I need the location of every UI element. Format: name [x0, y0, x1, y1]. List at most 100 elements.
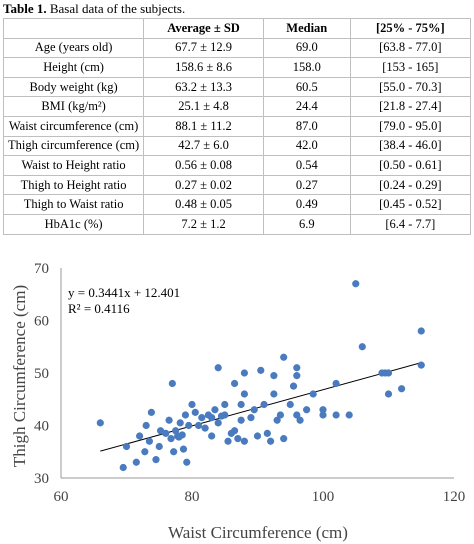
row-average-cell: 0.27 ± 0.02 [143, 174, 264, 196]
table-caption-text: Basal data of the subjects. [46, 1, 186, 16]
data-point [417, 361, 425, 369]
table-row: Height (cm) 158.6 ± 8.6 158.0 [153 - 165] [2, 57, 472, 78]
data-point [230, 379, 239, 388]
row-iqr-cell: [0.50 - 0.61] [349, 155, 472, 176]
row-average-cell: 0.48 ± 0.05 [143, 194, 264, 215]
row-label-cell: Thigh to Waist ratio [2, 194, 145, 215]
data-point [224, 437, 232, 445]
table-header-row: Average ± SD Median [25% - 75%] [2, 18, 472, 39]
row-iqr-cell: [0.45 - 0.52] [349, 194, 472, 215]
data-point [147, 408, 155, 416]
data-point [253, 432, 262, 440]
data-point [280, 353, 288, 361]
data-point [208, 414, 216, 422]
row-iqr-cell: [153 - 165] [349, 57, 472, 78]
row-average-cell: 42.7 ± 6.0 [143, 135, 264, 157]
table-row: Age (years old) 67.7 ± 12.9 69.0 [63.8 - 77… [2, 37, 472, 59]
data-point [247, 414, 255, 422]
data-point [293, 372, 301, 380]
data-point [257, 366, 265, 374]
trendline [100, 362, 422, 452]
data-point [183, 458, 191, 466]
row-iqr-cell: [79.0 - 95.0] [349, 115, 472, 137]
data-point [214, 419, 222, 427]
data-point [178, 431, 186, 439]
data-point [188, 400, 196, 409]
row-iqr-cell: [6.4 - 7.7] [349, 213, 472, 235]
data-point [352, 280, 360, 288]
data-point [270, 372, 278, 380]
row-median-cell: 24.4 [262, 96, 351, 117]
data-point [250, 406, 258, 414]
row-label-cell: Thigh to Height ratio [2, 174, 145, 196]
row-iqr-cell: [21.8 - 27.4] [349, 96, 472, 117]
data-point [358, 343, 366, 351]
table-caption: Table 1. Basal data of the subjects. [3, 0, 185, 17]
table-caption-label: Table 1. [3, 1, 47, 16]
data-point [384, 369, 393, 377]
row-median-cell: 60.5 [262, 76, 351, 98]
data-point [293, 411, 301, 419]
data-point [289, 382, 298, 390]
data-point [168, 379, 176, 388]
y-tick-label: 30 [34, 471, 49, 487]
data-point [332, 411, 340, 419]
data-point [234, 435, 242, 443]
data-point [237, 400, 245, 409]
row-average-cell: 25.1 ± 4.8 [143, 96, 264, 117]
data-point [332, 379, 340, 388]
row-label-cell: Waist circumference (cm) [2, 115, 145, 137]
row-average-cell: 88.1 ± 11.2 [143, 115, 264, 137]
row-iqr-cell: [63.8 - 77.0] [349, 37, 472, 59]
row-average-cell: 158.6 ± 8.6 [143, 57, 264, 78]
data-point [119, 463, 127, 472]
table-row: BMI (kg/m²) 25.1 ± 4.8 24.4 [21.8 - 27.4] [2, 96, 472, 117]
scatter-points [96, 280, 425, 472]
x-tick-label: 100 [312, 489, 335, 505]
row-average-cell: 63.2 ± 13.3 [143, 76, 264, 98]
data-point [276, 411, 285, 419]
data-point [240, 390, 248, 398]
row-label-cell: Age (years old) [2, 37, 145, 59]
row-median-cell: 0.27 [262, 174, 351, 196]
data-point [132, 458, 140, 466]
data-point [211, 406, 219, 414]
data-point [170, 448, 178, 456]
table-row: Body weight (kg) 63.2 ± 13.3 60.5 [55.0 - 7… [2, 76, 472, 98]
row-median-cell: 0.54 [262, 155, 351, 176]
header-cell-median: Median [262, 18, 351, 39]
data-point [230, 427, 239, 435]
row-label-cell: Height (cm) [2, 57, 145, 78]
data-point [267, 437, 275, 445]
data-point [384, 390, 393, 398]
data-point [198, 414, 206, 422]
data-point [152, 456, 160, 464]
row-label-cell: Body weight (kg) [2, 76, 145, 98]
chart-axes [60, 268, 454, 479]
y-tick-label: 70 [34, 261, 49, 277]
y-tick-label: 60 [34, 314, 49, 330]
data-point [142, 421, 150, 430]
row-median-cell: 6.9 [262, 213, 351, 235]
data-point [263, 429, 271, 437]
x-tick-label: 120 [443, 489, 466, 505]
header-cell-average: Average ± SD [143, 18, 264, 39]
row-iqr-cell: [55.0 - 70.3] [349, 76, 472, 98]
basal-data-table: Average ± SD Median [25% - 75%] Age (yea… [2, 18, 472, 235]
row-average-cell: 0.56 ± 0.08 [143, 155, 264, 176]
data-point [181, 411, 190, 419]
scatter-chart: 60 80 100 120 30 40 50 60 70 y = 0.3441x + 12.40… [10, 261, 466, 542]
data-point [296, 416, 304, 424]
data-point [273, 416, 281, 424]
data-point [237, 416, 245, 424]
row-label-cell: Thigh circumference (cm) [2, 135, 145, 157]
y-tick-label: 50 [34, 366, 49, 382]
row-median-cell: 0.49 [262, 194, 351, 215]
y-axis-label: Thigh Circumference (cm) [10, 285, 29, 467]
y-tick-label: 40 [34, 419, 49, 435]
row-label-cell: Waist to Height ratio [2, 155, 145, 176]
table-row: HbA1c (%) 7.2 ± 1.2 6.9 [6.4 - 7.7] [2, 213, 472, 235]
row-median-cell: 42.0 [262, 135, 351, 157]
data-point [141, 448, 149, 456]
data-point [145, 437, 154, 445]
